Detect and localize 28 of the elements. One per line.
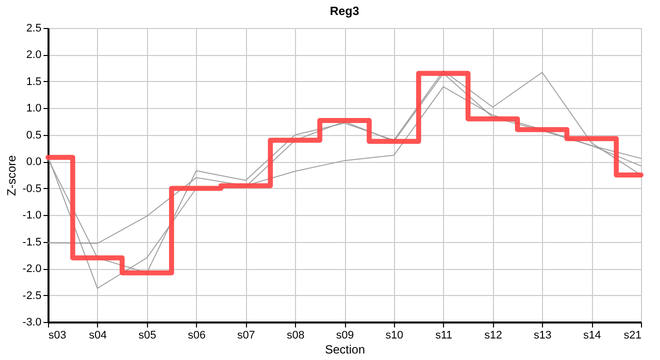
y-axis-title: Z-score: [4, 154, 19, 196]
chart-title: Reg3: [330, 4, 360, 18]
y-tick-label: 1.0: [26, 102, 42, 115]
x-tick-label: s13: [534, 330, 552, 342]
y-tick-label: 2.0: [26, 49, 42, 62]
y-tick-label: 1.5: [26, 76, 42, 88]
x-tick-label: s04: [89, 330, 107, 342]
x-tick-label: s07: [237, 330, 256, 342]
y-tick-label: 2.5: [26, 22, 42, 34]
x-tick-label: s09: [336, 330, 354, 342]
x-tick-label: s05: [138, 330, 156, 342]
y-tick-label: -1.5: [22, 236, 42, 248]
x-tick-label: s03: [48, 330, 66, 342]
x-tick-label: s08: [286, 330, 304, 342]
y-tick-label: -2.5: [22, 290, 42, 302]
y-tick-label: -2.0: [22, 263, 42, 276]
x-tick-label: s10: [386, 330, 404, 342]
x-tick-label: s12: [484, 330, 502, 342]
x-tick-label: s11: [435, 330, 452, 342]
y-tick-label: 0.0: [26, 156, 42, 168]
y-tick-label: -1.0: [22, 210, 42, 222]
x-tick-label: s21: [624, 330, 642, 342]
y-tick-label: 0.5: [26, 129, 42, 142]
y-tick-label: -0.5: [22, 182, 42, 195]
y-tick-label: -3.0: [22, 316, 42, 328]
x-tick-label: s06: [188, 330, 206, 342]
x-axis-title: Section: [324, 342, 366, 356]
x-tick-label: s14: [583, 330, 601, 342]
